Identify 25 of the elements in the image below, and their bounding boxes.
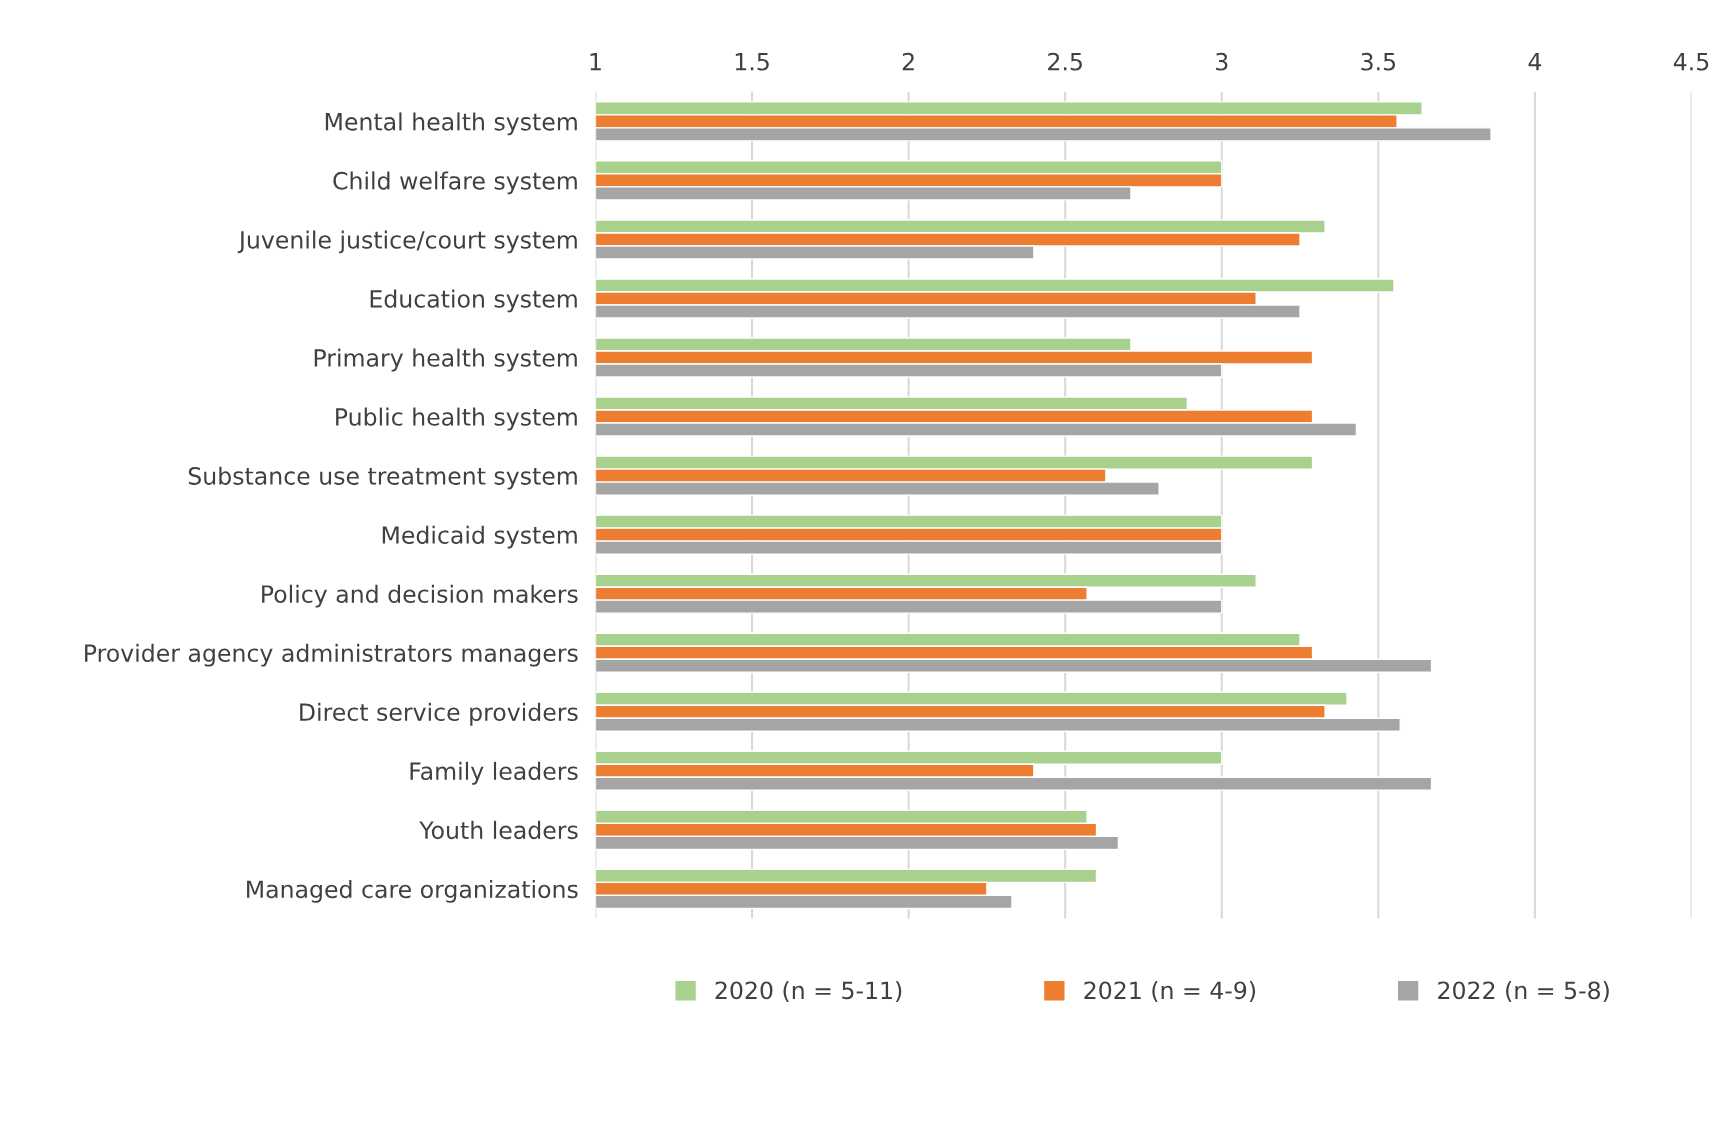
x-tick-label: 4.5 xyxy=(1673,53,1709,71)
y-tick-label: Managed care organizations xyxy=(247,879,578,903)
y-tick-label: Medicaid system xyxy=(382,525,577,549)
y-tick-label: Family leaders xyxy=(410,761,578,785)
y-tick-label: Mental health system xyxy=(325,112,577,136)
y-tick-label: Child welfare system xyxy=(333,171,577,195)
y-tick-label: Provider agency administrators managers xyxy=(85,643,578,667)
y-tick-label: Substance use treatment system xyxy=(188,466,577,490)
x-tick-label: 1.5 xyxy=(735,53,769,71)
legend-label: 2021 (n = 4-9) xyxy=(1084,981,1256,1003)
x-tick-label: 3 xyxy=(1216,52,1228,71)
legend-label: 2020 (n = 5-11) xyxy=(715,981,902,1003)
x-tick-label: 2.5 xyxy=(1048,52,1082,71)
x-tick-label: 1 xyxy=(590,53,601,71)
x-tick-label: 4 xyxy=(1528,53,1542,71)
y-tick-label: Direct service providers xyxy=(300,702,578,726)
legend-label: 2022 (n = 5-8) xyxy=(1438,981,1609,1003)
y-tick-label: Primary health system xyxy=(314,348,577,372)
y-tick-label: Youth leaders xyxy=(419,820,578,840)
y-tick-label: Policy and decision makers xyxy=(262,584,578,608)
y-tick-label: Public health system xyxy=(336,407,577,431)
y-tick-label: Juvenile justice/court system xyxy=(237,230,577,254)
y-tick-label: Education system xyxy=(370,289,577,313)
x-tick-label: 3.5 xyxy=(1361,52,1396,71)
x-tick-label: 2 xyxy=(902,52,914,71)
